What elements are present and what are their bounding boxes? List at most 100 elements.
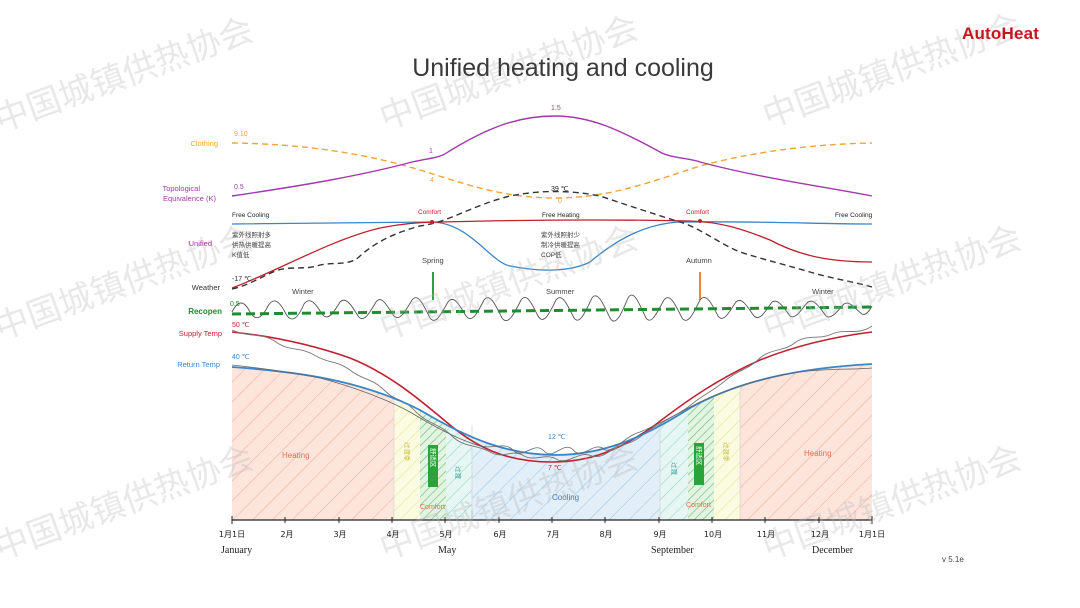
label-clothing: Clothing — [190, 139, 218, 148]
unified-heating-line — [231, 219, 873, 289]
val-clothing-start: 9.10 — [234, 131, 248, 138]
month-12: 1月1日 — [859, 530, 885, 539]
free-cooling-left: Free Cooling — [232, 212, 270, 219]
zone-transition-1: 过渡季 — [403, 442, 412, 462]
val-recopen: 0.5 — [230, 301, 240, 308]
note-right-1: 紫外线照射少 — [541, 230, 581, 239]
zone-labels: Heating Heating Cooling Comfort Comfort … — [282, 442, 832, 511]
month-2: 3月 — [333, 530, 346, 539]
month-7: 8月 — [599, 530, 612, 539]
zone-transition-6: 过渡季 — [722, 442, 731, 462]
zone-comfort-right: Comfort — [686, 502, 711, 509]
label-topology-2: Equivalence (K) — [163, 194, 216, 203]
comfort-left-label: Comfort — [418, 209, 441, 216]
season-autumn: Autumn — [686, 256, 712, 265]
season-winter-right: Winter — [812, 287, 834, 296]
unified-labels: Free Cooling Comfort Free Heating Comfor… — [232, 209, 873, 259]
season-summer: Summer — [546, 287, 575, 296]
watermarks: 中国城镇供热协会 中国城镇供热协会 中国城镇供热协会 中国城镇供热协会 中国城镇… — [0, 6, 1027, 569]
zone-heating-right-hatch — [740, 364, 872, 520]
zone-transition-5: 舒适区 — [695, 446, 704, 466]
label-unified: Unified — [189, 239, 212, 248]
zone-cooling: Cooling — [552, 493, 579, 502]
zone-transition-3: 过渡 — [454, 466, 463, 480]
free-cooling-right: Free Cooling — [835, 212, 873, 219]
zone-transition2-right-hatch — [660, 364, 688, 520]
note-left-3: K值低 — [232, 250, 250, 259]
comfort-bar-left — [428, 445, 438, 487]
free-heating-label: Free Heating — [542, 212, 580, 219]
weather-line — [231, 190, 873, 290]
note-left-2: 供热供暖提高 — [232, 240, 272, 249]
page-title: Unified heating and cooling — [412, 54, 714, 82]
zone-heating-left-hatch — [232, 364, 394, 520]
supply-temp-line — [231, 331, 873, 463]
val-clothing-mid: 4 — [430, 177, 434, 184]
label-recopen: Recopen — [188, 307, 222, 316]
season-spring: Spring — [422, 256, 444, 265]
topology-line — [231, 115, 873, 197]
x-ticks — [231, 516, 873, 524]
month-4: 5月 — [439, 530, 452, 539]
val-weather-max: 39 ℃ — [551, 186, 569, 193]
version-label: v 5.1e — [942, 555, 964, 564]
return-noise-line — [231, 364, 873, 455]
month-3: 4月 — [386, 530, 399, 539]
watermark-5: 中国城镇供热协会 — [374, 218, 643, 349]
unified-cooling-line — [231, 221, 873, 271]
month-6: 7月 — [546, 530, 559, 539]
label-topology-1: Topological — [162, 184, 200, 193]
note-left-1: 紫外线照射多 — [232, 230, 272, 239]
month-labels: 1月1日 2月 3月 4月 5月 6月 7月 8月 9月 10月 11月 12月… — [219, 530, 885, 539]
month-10: 11月 — [757, 530, 775, 539]
label-supply: Supply Temp — [179, 329, 222, 338]
val-return-min: 12 ℃ — [548, 434, 566, 441]
month-0: 1月1日 — [219, 530, 245, 539]
watermark-6: 中国城镇供热协会 — [757, 218, 1026, 349]
watermark-7: 中国城镇供热协会 — [0, 438, 259, 569]
note-right-3: COP低 — [541, 250, 562, 259]
label-return: Return Temp — [177, 360, 220, 369]
val-return-max: 40 ℃ — [232, 354, 250, 361]
month-name-may: May — [438, 545, 456, 556]
val-weather-min: -17 ℃ — [232, 276, 252, 283]
zone-heating-left: Heating — [282, 451, 310, 460]
season-winter-left: Winter — [292, 287, 314, 296]
val-supply-min: 7 ℃ — [548, 465, 562, 472]
val-topo-mid: 1 — [429, 148, 433, 155]
zone-transition-2: 舒适区 — [429, 448, 438, 468]
month-name-december: December — [812, 545, 854, 556]
comfort-bar-right — [694, 443, 704, 485]
label-weather: Weather — [192, 283, 221, 292]
recopen-noise-line — [231, 294, 873, 322]
month-8: 9月 — [653, 530, 666, 539]
val-topo-peak: 1.5 — [551, 105, 561, 112]
month-5: 6月 — [493, 530, 506, 539]
comfort-dot-right — [698, 219, 702, 223]
zone-transition-4: 过渡 — [670, 462, 679, 476]
row-labels: Clothing Topological Equivalence (K) Uni… — [162, 139, 222, 369]
zone-transition2-left-hatch — [446, 364, 472, 520]
season-labels: Spring Autumn Winter Summer Winter — [292, 256, 834, 296]
val-supply-max: 50 ℃ — [232, 322, 250, 329]
zone-comfort-right-hatch — [688, 364, 714, 520]
zone-dividers — [393, 390, 741, 520]
comfort-dot-left — [430, 220, 434, 224]
month-11: 12月 — [811, 530, 829, 539]
month-names: January May September December — [221, 545, 854, 556]
brand-logo: AutoHeat — [962, 24, 1040, 43]
val-topo-start: 0.5 — [234, 184, 244, 191]
supply-noise-line — [231, 325, 873, 462]
month-name-september: September — [651, 545, 694, 556]
recopen-line — [231, 305, 873, 316]
zone-heating-right: Heating — [804, 449, 832, 458]
zone-transition-left-hatch — [394, 364, 420, 520]
zone-comfort-left: Comfort — [420, 504, 445, 511]
value-labels: 9.10 4 0 0.5 1 1.5 -17 ℃ 39 ℃ 0.5 50 ℃ 4… — [230, 105, 569, 472]
val-clothing-min: 0 — [558, 198, 562, 205]
clothing-line — [231, 142, 873, 199]
comfort-right-label: Comfort — [686, 209, 709, 216]
note-right-2: 制冷供暖提高 — [541, 240, 581, 249]
